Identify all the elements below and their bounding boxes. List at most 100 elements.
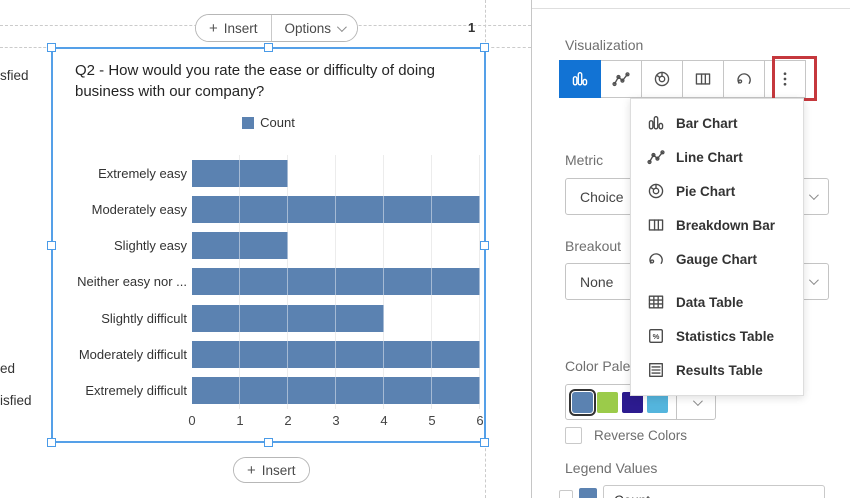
color-palette-label: Color Palette xyxy=(565,358,646,374)
category-label: Neither easy nor ... xyxy=(77,274,187,290)
visualization-type-menu: Bar Chart Line Chart Pie Chart Breakdown Ba… xyxy=(630,98,804,396)
reverse-colors-checkbox[interactable] xyxy=(565,427,582,444)
menu-item-bar-chart[interactable]: Bar Chart xyxy=(631,106,803,140)
menu-item-pie-chart[interactable]: Pie Chart xyxy=(631,174,803,208)
chart-widget[interactable]: Q2 - How would you rate the ease or diff… xyxy=(47,43,489,447)
widget-top-toolbar: + Insert Options xyxy=(195,14,359,42)
reverse-colors-row: Reverse Colors xyxy=(565,427,687,444)
legend-value-input[interactable] xyxy=(603,485,825,498)
category-label: Slightly difficult xyxy=(101,310,187,326)
chart-row: Moderately difficult xyxy=(53,336,481,372)
menu-item-line-chart[interactable]: Line Chart xyxy=(631,140,803,174)
vis-type-breakdown-bar-button[interactable] xyxy=(682,60,724,98)
bar xyxy=(192,341,480,369)
divider xyxy=(270,15,272,41)
palette-swatch[interactable] xyxy=(647,391,668,413)
x-tick-label: 5 xyxy=(428,413,436,428)
guide-line xyxy=(485,0,486,47)
vis-type-more-button[interactable] xyxy=(764,60,806,98)
plus-icon: + xyxy=(209,19,218,37)
svg-text:%: % xyxy=(653,332,660,341)
vis-type-gauge-chart-button[interactable] xyxy=(723,60,765,98)
plus-icon: + xyxy=(247,461,256,479)
metric-label: Metric xyxy=(565,152,604,168)
bar-chart: Extremely easy Moderately easy Slightly ea… xyxy=(53,155,481,409)
line-chart-icon xyxy=(612,70,630,88)
menu-item-label: Gauge Chart xyxy=(676,251,758,267)
chevron-down-icon xyxy=(808,190,819,201)
bar xyxy=(192,232,288,260)
menu-item-label: Breakdown Bar xyxy=(676,217,776,233)
gauge-chart-icon xyxy=(735,70,753,88)
selection-handle[interactable] xyxy=(47,438,56,447)
selection-handle[interactable] xyxy=(264,438,273,447)
chevron-down-icon xyxy=(808,275,819,286)
reverse-colors-label: Reverse Colors xyxy=(594,428,688,443)
vis-type-line-chart-button[interactable] xyxy=(600,60,642,98)
statistics-table-icon: % xyxy=(647,327,665,345)
vis-type-pie-chart-button[interactable] xyxy=(641,60,683,98)
clipped-neighbor-label: sfied xyxy=(0,68,29,83)
data-table-icon xyxy=(647,293,665,311)
x-axis: 0 1 2 3 4 5 6 xyxy=(188,413,483,431)
clipped-neighbor-label: ed xyxy=(0,361,16,376)
x-tick-label: 1 xyxy=(236,413,244,428)
insert-button[interactable]: + Insert xyxy=(196,15,271,41)
line-chart-icon xyxy=(647,148,665,166)
category-label: Extremely easy xyxy=(98,165,187,181)
x-tick-label: 4 xyxy=(380,413,388,428)
pie-chart-icon xyxy=(653,70,671,88)
menu-item-results-table[interactable]: Results Table xyxy=(631,353,803,387)
insert-below-button[interactable]: + Insert xyxy=(234,458,309,482)
chart-row: Neither easy nor ... xyxy=(53,264,481,300)
guide-line xyxy=(485,443,486,498)
category-label: Slightly easy xyxy=(114,238,187,254)
menu-item-label: Statistics Table xyxy=(676,328,775,344)
legend-value-swatch[interactable] xyxy=(579,488,597,498)
selection-handle[interactable] xyxy=(264,43,273,52)
menu-item-gauge-chart[interactable]: Gauge Chart xyxy=(631,242,803,276)
x-tick-label: 0 xyxy=(188,413,196,428)
bar xyxy=(192,377,480,405)
menu-item-label: Pie Chart xyxy=(676,183,736,199)
chart-row: Slightly easy xyxy=(53,228,481,264)
menu-item-breakdown-bar[interactable]: Breakdown Bar xyxy=(631,208,803,242)
menu-item-label: Results Table xyxy=(676,362,763,378)
menu-item-label: Line Chart xyxy=(676,149,743,165)
bar xyxy=(192,195,480,223)
chevron-down-icon xyxy=(337,21,347,32)
chevron-down-icon xyxy=(692,395,703,406)
settings-panel: Visualization Metric Choice Breakout Non… xyxy=(531,0,850,498)
selection-handle[interactable] xyxy=(47,241,56,250)
guide-line xyxy=(486,47,531,48)
chart-row: Slightly difficult xyxy=(53,300,481,336)
palette-swatch[interactable] xyxy=(569,388,596,416)
selection-handle[interactable] xyxy=(47,43,56,52)
palette-swatch[interactable] xyxy=(597,391,618,413)
bar xyxy=(192,304,384,332)
results-table-icon xyxy=(647,361,665,379)
category-label: Moderately easy xyxy=(91,201,187,217)
vis-type-bar-chart-button[interactable] xyxy=(559,60,601,98)
category-label: Moderately difficult xyxy=(78,347,187,363)
selection-handle[interactable] xyxy=(480,438,489,447)
menu-item-statistics-table[interactable]: % Statistics Table xyxy=(631,319,803,353)
breakdown-bar-icon xyxy=(694,70,712,88)
legend-value-checkbox[interactable] xyxy=(559,490,573,498)
chart-row: Extremely easy xyxy=(53,155,481,191)
legend-swatch xyxy=(242,116,255,129)
menu-item-data-table[interactable]: Data Table xyxy=(631,285,803,319)
bar-chart-icon xyxy=(647,114,665,132)
palette-swatch[interactable] xyxy=(622,391,643,413)
bar xyxy=(192,268,480,296)
options-button[interactable]: Options xyxy=(271,15,358,41)
more-icon xyxy=(776,70,794,88)
selection-handle[interactable] xyxy=(480,43,489,52)
widget-bottom-toolbar: + Insert xyxy=(233,457,310,483)
pie-chart-icon xyxy=(647,182,665,200)
menu-item-label: Data Table xyxy=(676,294,744,310)
selection-handle[interactable] xyxy=(480,241,489,250)
page-number: 1 xyxy=(468,20,476,35)
chart-title: Q2 - How would you rate the ease or diff… xyxy=(75,62,435,100)
